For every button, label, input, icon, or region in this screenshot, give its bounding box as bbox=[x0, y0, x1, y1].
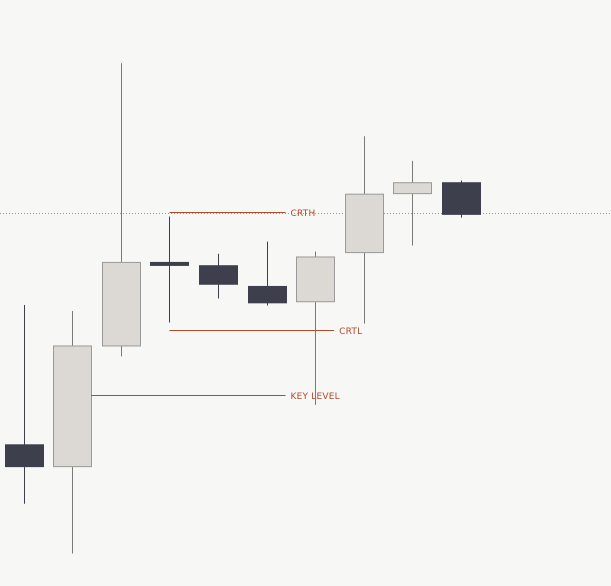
candle-7 bbox=[345, 136, 384, 324]
candle-body-0 bbox=[5, 444, 44, 468]
annotations-layer: CRTH CRTL KEY LEVEL bbox=[91, 209, 362, 402]
annotation-key-level: KEY LEVEL bbox=[91, 392, 340, 402]
candle-3 bbox=[150, 216, 189, 323]
candle-body-8 bbox=[393, 182, 432, 195]
candle-body-9 bbox=[442, 182, 481, 215]
candle-body-3 bbox=[150, 261, 189, 266]
candles-layer bbox=[5, 63, 481, 554]
candle-body-5 bbox=[248, 285, 287, 304]
candle-body-6 bbox=[296, 256, 335, 303]
candle-body-1 bbox=[53, 345, 92, 468]
annotation-crtl: CRTL bbox=[169, 327, 362, 337]
candle-6 bbox=[296, 251, 335, 405]
candle-4 bbox=[199, 253, 238, 299]
candle-body-4 bbox=[199, 265, 238, 285]
annotation-crth: CRTH bbox=[169, 209, 316, 219]
candle-5 bbox=[248, 241, 287, 306]
annotation-label-crth: CRTH bbox=[291, 209, 316, 219]
candle-1 bbox=[53, 311, 92, 554]
annotation-label-key-level: KEY LEVEL bbox=[291, 392, 340, 402]
candle-0 bbox=[5, 305, 44, 504]
candle-8 bbox=[393, 160, 432, 246]
candle-body-2 bbox=[102, 261, 141, 347]
annotation-label-crtl: CRTL bbox=[339, 327, 362, 337]
candle-2 bbox=[102, 63, 141, 357]
candle-body-7 bbox=[345, 193, 384, 254]
candle-9 bbox=[442, 180, 481, 218]
